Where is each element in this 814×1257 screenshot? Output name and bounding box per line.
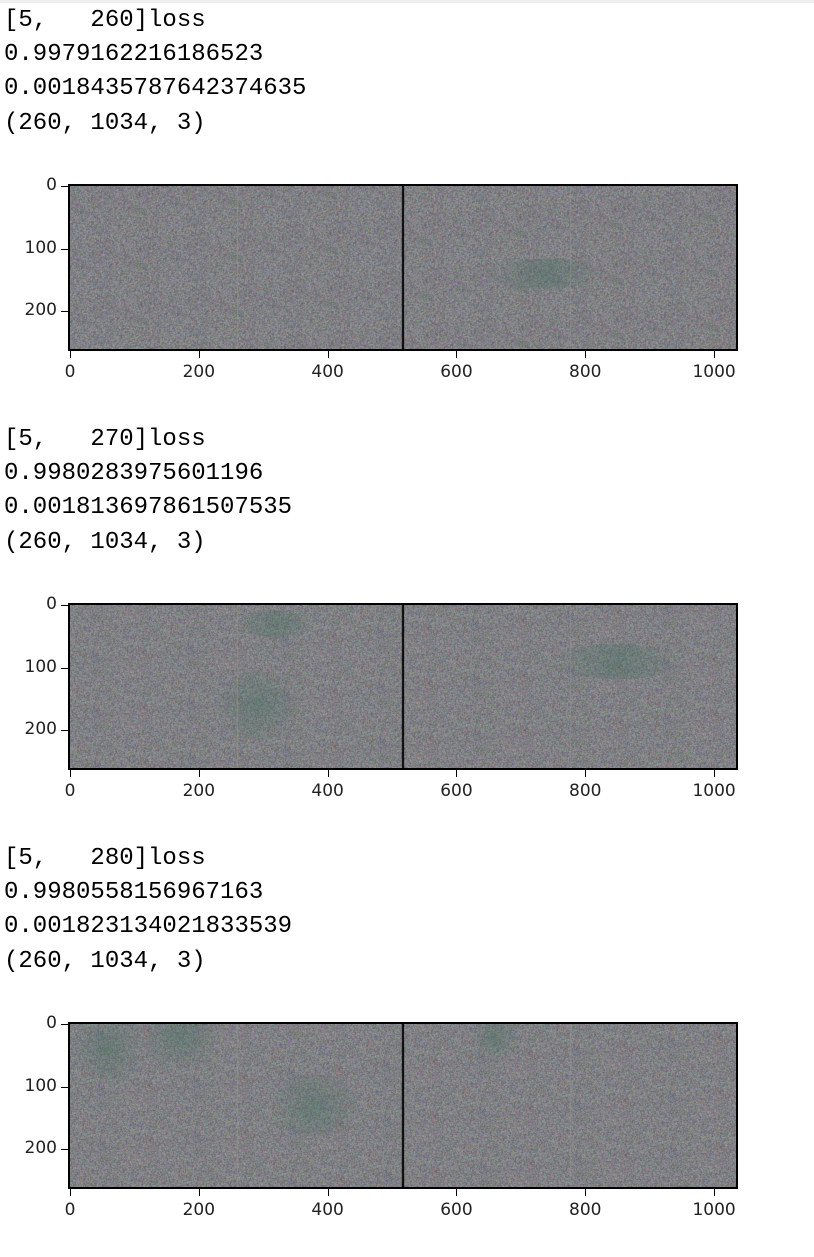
stdout-line: [5, 260]loss: [4, 7, 206, 34]
stdout-line: 0.9980558156967163: [4, 879, 264, 906]
x-tick-mark: [70, 1189, 71, 1196]
top-divider: [0, 0, 814, 3]
x-tick-label: 400: [311, 1200, 344, 1220]
noise-image: [70, 1024, 736, 1187]
x-tick-label: 1000: [692, 362, 736, 382]
x-tick-label: 0: [64, 1200, 76, 1220]
x-tick-mark: [327, 770, 329, 777]
x-tick-label: 600: [440, 781, 473, 801]
y-tick-label: 100: [24, 656, 57, 677]
x-tick-label: 200: [182, 781, 216, 801]
x-tick-mark: [70, 770, 71, 777]
y-tick-mark: [61, 730, 68, 732]
y-tick-mark: [61, 186, 68, 187]
imshow-plot: [68, 184, 738, 351]
y-tick-label: 0: [46, 594, 57, 614]
x-tick-mark: [70, 351, 71, 358]
x-tick-mark: [456, 770, 458, 777]
x-tick-mark: [585, 1189, 587, 1196]
x-tick-mark: [714, 1189, 716, 1196]
noise-image: [70, 186, 736, 349]
x-tick-label: 0: [64, 362, 76, 382]
y-tick-mark: [61, 248, 68, 250]
y-tick-mark: [61, 1149, 68, 1151]
y-tick-mark: [61, 605, 68, 606]
x-tick-label: 400: [311, 362, 344, 382]
x-tick-mark: [585, 770, 587, 777]
x-tick-label: 800: [569, 1200, 602, 1220]
x-tick-mark: [198, 770, 200, 777]
noise-image: [70, 605, 736, 768]
imshow-plot: [68, 1022, 738, 1189]
y-tick-label: 100: [24, 237, 57, 258]
stdout-line: 0.0018435787642374635: [4, 75, 307, 102]
y-tick-mark: [61, 311, 68, 313]
stdout-line: 0.001813697861507535: [4, 494, 293, 521]
x-tick-mark: [198, 1189, 200, 1196]
y-tick-label: 200: [24, 300, 57, 321]
x-tick-mark: [198, 351, 200, 358]
stdout-line: [5, 270]loss: [4, 426, 206, 453]
stdout-line: [5, 280]loss: [4, 845, 206, 872]
y-tick-label: 100: [24, 1075, 57, 1096]
x-tick-mark: [327, 351, 329, 358]
y-tick-label: 0: [46, 175, 57, 195]
stdout-line: 0.9979162216186523: [4, 41, 264, 68]
x-tick-label: 1000: [692, 781, 736, 801]
output-cell: [5, 280]loss 0.9980558156967163 0.00182313…: [0, 838, 814, 1257]
x-tick-label: 800: [569, 362, 602, 382]
y-tick-label: 0: [46, 1013, 57, 1033]
output-cell: [5, 260]loss 0.9979162216186523 0.00184357…: [0, 0, 814, 419]
y-tick-mark: [61, 1086, 68, 1088]
y-tick-label: 200: [24, 1138, 57, 1159]
x-tick-label: 0: [64, 781, 76, 801]
x-tick-mark: [585, 351, 587, 358]
stdout-line: (260, 1034, 3): [4, 529, 206, 556]
x-tick-mark: [714, 351, 716, 358]
x-tick-label: 400: [311, 781, 344, 801]
stdout-line: (260, 1034, 3): [4, 948, 206, 975]
stdout-line: (260, 1034, 3): [4, 110, 206, 137]
x-tick-label: 200: [182, 1200, 216, 1220]
y-tick-mark: [61, 1024, 68, 1025]
x-tick-label: 1000: [692, 1200, 736, 1220]
x-tick-label: 600: [440, 1200, 473, 1220]
x-tick-label: 200: [182, 362, 216, 382]
x-tick-mark: [327, 1189, 329, 1196]
x-tick-mark: [714, 770, 716, 777]
x-tick-label: 600: [440, 362, 473, 382]
y-tick-mark: [61, 667, 68, 669]
x-tick-label: 800: [569, 781, 602, 801]
stdout-line: 0.9980283975601196: [4, 460, 264, 487]
x-tick-mark: [456, 1189, 458, 1196]
y-tick-label: 200: [24, 719, 57, 740]
imshow-plot: [68, 603, 738, 770]
output-cell: [5, 270]loss 0.9980283975601196 0.00181369…: [0, 419, 814, 838]
x-tick-mark: [456, 351, 458, 358]
stdout-line: 0.001823134021833539: [4, 913, 293, 940]
